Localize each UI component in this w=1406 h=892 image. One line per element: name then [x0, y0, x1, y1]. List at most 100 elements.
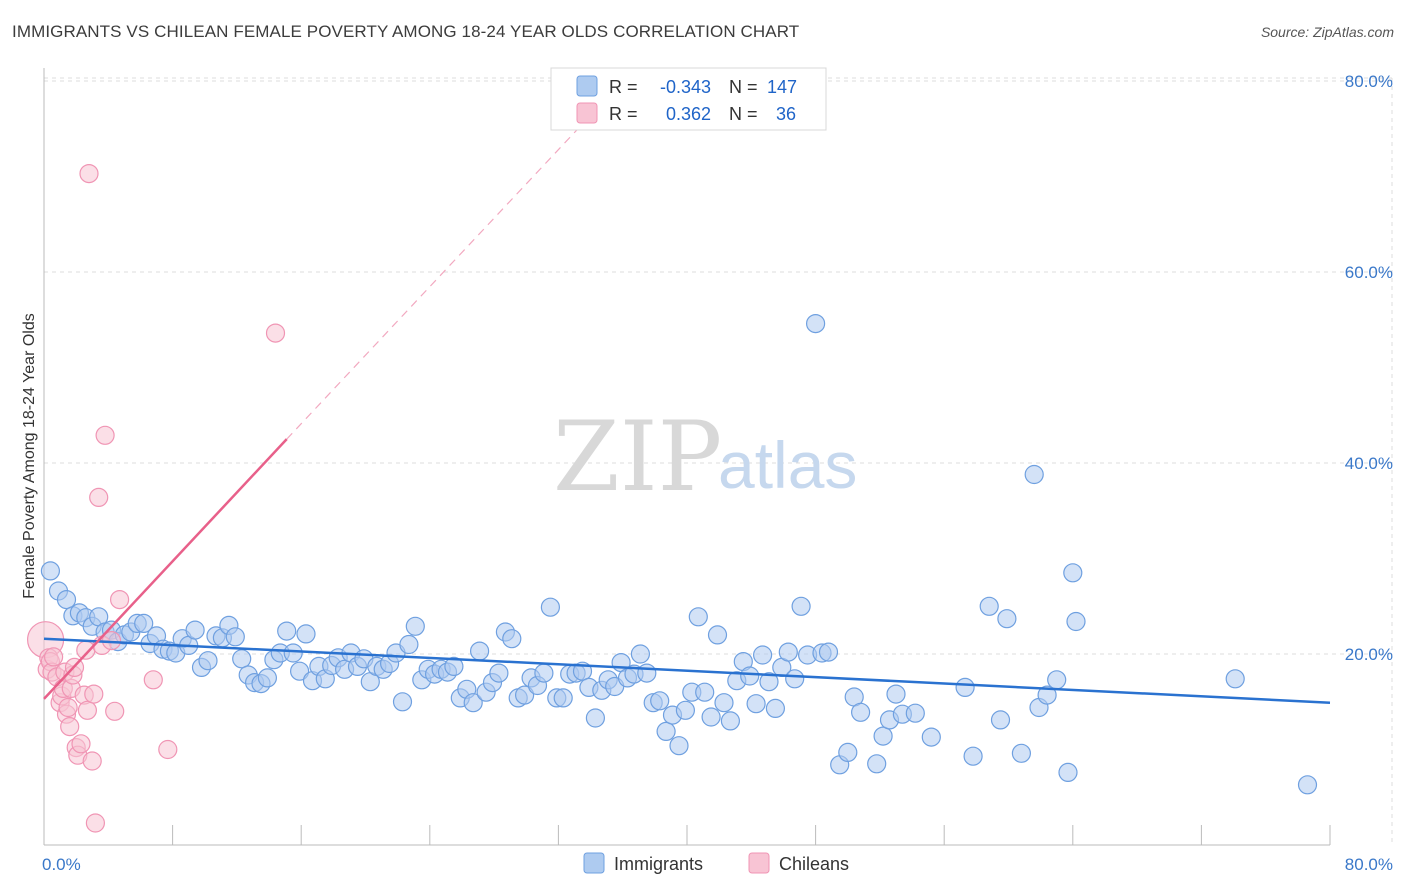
- immigrants-point: [850, 702, 871, 722]
- legend-r-label: R =: [609, 77, 638, 97]
- immigrants-point: [134, 613, 154, 634]
- legend-r-value-chileans: 0.362: [666, 104, 711, 124]
- immigrants-point: [283, 643, 303, 663]
- legend-n-value-immigrants: 147: [767, 77, 797, 97]
- chileans-point: [60, 716, 80, 737]
- immigrants-point: [1063, 563, 1083, 583]
- immigrants-point: [905, 703, 925, 723]
- chileans-point: [76, 640, 96, 660]
- watermark-atlas: atlas: [718, 428, 857, 502]
- immigrants-point: [979, 596, 999, 616]
- series-swatch-immigrants: [583, 852, 605, 874]
- axes: [43, 68, 1331, 846]
- immigrants-point: [225, 627, 245, 647]
- series-legend: Immigrants Chileans: [583, 852, 849, 874]
- immigrants-point: [470, 641, 490, 661]
- chileans-point: [79, 164, 99, 184]
- immigrants-point: [1225, 669, 1245, 689]
- immigrants-point: [759, 672, 779, 692]
- immigrants-point: [534, 663, 554, 683]
- immigrants-point: [701, 707, 721, 727]
- immigrants-point: [553, 688, 573, 708]
- immigrants-point: [1037, 685, 1057, 705]
- immigrants-point: [695, 682, 715, 702]
- immigrants-point: [765, 698, 786, 719]
- chileans-point: [84, 684, 104, 704]
- series-label-immigrants: Immigrants: [614, 854, 703, 874]
- chileans-trend-line: [43, 438, 288, 700]
- trend-lines: [43, 114, 1331, 704]
- source-note: Source: ZipAtlas.com: [1260, 24, 1394, 40]
- immigrants-point: [1297, 775, 1318, 795]
- immigrants-point: [805, 314, 826, 334]
- immigrants-points: [40, 314, 1318, 795]
- immigrants-point: [921, 727, 941, 747]
- immigrants-point: [669, 736, 689, 756]
- legend-swatch-chileans: [576, 102, 598, 124]
- immigrants-point: [714, 693, 734, 713]
- immigrants-point: [818, 642, 839, 662]
- chileans-point: [85, 813, 106, 833]
- series-label-chileans: Chileans: [779, 854, 849, 874]
- y-tick-label: 80.0%: [1345, 72, 1393, 91]
- immigrants-point: [778, 642, 798, 662]
- immigrants-point: [232, 649, 252, 669]
- legend-r-value-immigrants: -0.343: [660, 77, 711, 97]
- immigrants-point: [740, 666, 760, 686]
- chileans-point: [71, 734, 91, 754]
- immigrants-point: [707, 625, 728, 645]
- chileans-point: [158, 739, 178, 760]
- immigrants-point: [886, 684, 906, 704]
- legend-n-value-chileans: 36: [776, 104, 796, 124]
- immigrants-point: [1011, 743, 1032, 763]
- immigrants-point: [514, 685, 535, 705]
- scatter-points: [26, 164, 1318, 833]
- chileans-point: [82, 751, 102, 771]
- immigrants-point: [688, 607, 708, 627]
- immigrants-point: [785, 669, 805, 689]
- immigrants-point: [838, 742, 858, 763]
- immigrants-point: [502, 629, 522, 649]
- immigrants-point: [746, 694, 766, 714]
- immigrants-point: [540, 597, 561, 617]
- chart-title: IMMIGRANTS VS CHILEAN FEMALE POVERTY AMO…: [12, 22, 800, 41]
- immigrants-point: [656, 721, 676, 742]
- immigrants-point: [296, 624, 316, 644]
- immigrants-point: [40, 561, 61, 581]
- y-axis-label: Female Poverty Among 18-24 Year Olds: [21, 313, 38, 599]
- immigrants-point: [675, 700, 696, 720]
- chileans-point: [109, 589, 130, 610]
- immigrants-point: [277, 621, 297, 641]
- immigrants-point: [489, 663, 509, 683]
- chileans-points: [26, 164, 286, 833]
- legend-n-label: N =: [729, 104, 758, 124]
- watermark: ZIP atlas: [553, 401, 857, 513]
- immigrants-point: [405, 616, 425, 636]
- chileans-point: [143, 670, 163, 690]
- chileans-point: [95, 425, 115, 445]
- chileans-point: [265, 323, 286, 343]
- tick-labels: 20.0% 40.0% 60.0% 80.0% 0.0% 80.0%: [42, 72, 1393, 874]
- immigrants-point: [720, 711, 741, 731]
- immigrants-point: [752, 645, 773, 665]
- immigrants-point: [463, 693, 483, 713]
- immigrants-point: [990, 710, 1011, 730]
- chileans-point: [77, 700, 98, 720]
- legend-n-label: N =: [729, 77, 758, 97]
- immigrants-point: [585, 708, 606, 728]
- chileans-point: [105, 701, 125, 721]
- y-tick-label: 60.0%: [1345, 263, 1393, 282]
- legend-swatch-immigrants: [576, 75, 598, 97]
- immigrants-point: [1024, 464, 1044, 485]
- correlation-legend: R = -0.343 N = 147 R = 0.362 N = 36: [550, 67, 827, 131]
- chileans-point: [89, 487, 109, 507]
- x-tick-label: 80.0%: [1345, 855, 1393, 874]
- immigrants-point: [867, 754, 887, 774]
- chileans-point: [43, 647, 64, 667]
- immigrants-point: [257, 668, 277, 688]
- y-tick-label: 40.0%: [1345, 454, 1393, 473]
- immigrants-point: [1066, 611, 1086, 632]
- immigrants-point: [1047, 670, 1067, 690]
- chileans-point: [58, 697, 78, 718]
